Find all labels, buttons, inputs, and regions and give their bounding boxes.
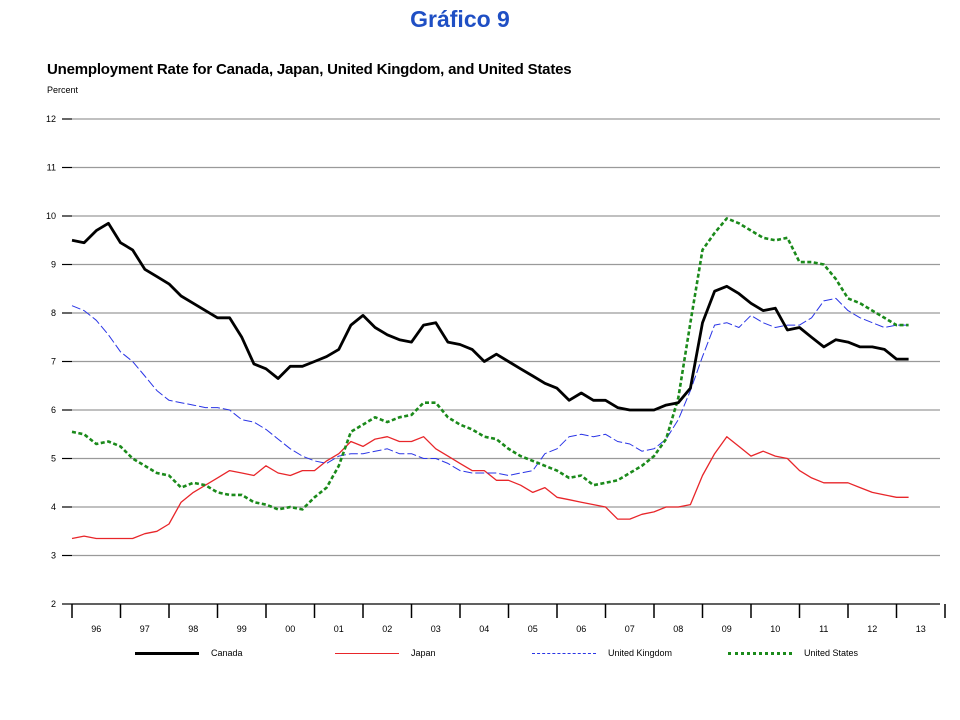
- y-tick-label: 5: [51, 454, 56, 464]
- legend-swatch: [728, 651, 792, 655]
- y-tick-label: 11: [47, 163, 56, 173]
- y-tick-label: 9: [51, 260, 56, 270]
- x-tick-label: 02: [382, 624, 392, 634]
- x-tick-label: 11: [819, 624, 828, 634]
- legend-swatch: [335, 652, 399, 654]
- x-tick-label: 00: [285, 624, 295, 634]
- series-lines: [71, 217, 909, 540]
- x-tick-label: 98: [188, 624, 198, 634]
- x-tick-label: 13: [916, 624, 926, 634]
- series-line-united-states: [71, 217, 909, 511]
- x-tick-label: 01: [334, 624, 344, 634]
- legend: Canada Japan United Kingdom United States: [0, 648, 960, 666]
- x-tick-label: 08: [673, 624, 683, 634]
- legend-label: Japan: [411, 648, 436, 658]
- y-tick-label: 3: [51, 551, 56, 561]
- gridlines: [72, 118, 940, 557]
- x-tick-label: 10: [770, 624, 780, 634]
- chart-title: Unemployment Rate for Canada, Japan, Uni…: [47, 61, 572, 78]
- legend-item: Japan: [335, 648, 436, 658]
- legend-swatch: [532, 652, 596, 654]
- y-tick-label: 10: [46, 211, 56, 221]
- y-tick-label: 7: [51, 357, 56, 367]
- x-axis: 96 97 98 99 00 01 02 03 04 05 06 07 08 09 10 11 12 13: [71, 603, 946, 634]
- x-tick-label: 99: [237, 624, 247, 634]
- page-heading: Gráfico 9: [410, 6, 510, 32]
- legend-label: United States: [804, 648, 859, 658]
- series-line-canada: [71, 221, 909, 412]
- y-axis-label: Percent: [47, 85, 79, 95]
- x-tick-label: 97: [140, 624, 150, 634]
- y-tick-label: 6: [51, 405, 56, 415]
- legend-item: Canada: [135, 648, 243, 658]
- y-tick-label: 4: [51, 502, 56, 512]
- series-line-united-kingdom: [71, 297, 909, 476]
- y-tick-label: 8: [51, 308, 56, 318]
- legend-item: United States: [728, 648, 858, 658]
- legend-item: United Kingdom: [532, 648, 672, 658]
- y-tick-label: 12: [46, 114, 56, 124]
- y-tick-label: 2: [51, 599, 56, 609]
- series-line-japan: [71, 436, 909, 540]
- x-tick-label: 12: [867, 624, 877, 634]
- y-axis: 2 3 4 5 6 7 8 9 10 11 12: [46, 114, 72, 609]
- x-tick-label: 09: [722, 624, 732, 634]
- x-tick-label: 03: [431, 624, 441, 634]
- legend-swatch: [135, 651, 199, 655]
- legend-label: Canada: [211, 648, 243, 658]
- x-tick-label: 04: [479, 624, 489, 634]
- x-tick-label: 96: [91, 624, 101, 634]
- x-tick-label: 05: [528, 624, 538, 634]
- x-tick-label: 07: [625, 624, 635, 634]
- x-tick-label: 06: [576, 624, 586, 634]
- legend-label: United Kingdom: [608, 648, 673, 658]
